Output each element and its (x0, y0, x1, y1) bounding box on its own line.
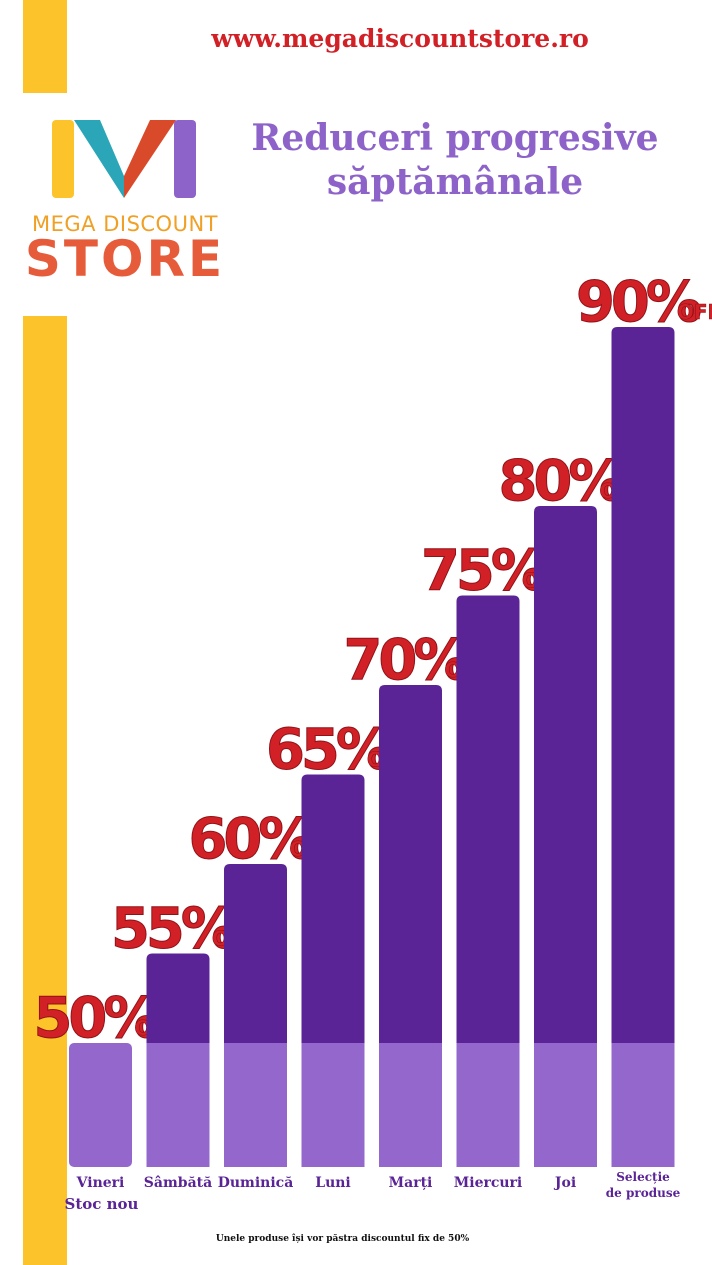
bar-base (301, 1043, 365, 1167)
value-label: 65% (266, 718, 391, 783)
category-label-text: Vineri (76, 1175, 125, 1191)
bar (379, 685, 442, 1043)
value-label: 75% (421, 539, 546, 604)
bar (611, 327, 675, 1043)
category-label-text: Luni (315, 1175, 351, 1191)
logo-m-icon (52, 120, 196, 198)
value-label: 80% (498, 449, 623, 514)
category-label: Selecție de produse (606, 1170, 681, 1200)
bar-group-7: 90%OFF Selecție de produse (575, 270, 712, 1201)
category-label-line: Selecție (616, 1170, 670, 1184)
yellow-accent-bar (23, 316, 67, 1265)
category-sublabel: Stoc nou (65, 1195, 139, 1213)
bar (301, 774, 365, 1043)
yellow-accent-bar-top (23, 0, 67, 93)
title-line-2: săptămânale (326, 161, 584, 203)
bar-base (224, 1043, 287, 1167)
category-label-text: Sâmbătă (144, 1175, 212, 1191)
category-label-text: Marți (389, 1175, 433, 1191)
category-label: Luni (315, 1175, 351, 1191)
site-url[interactable]: www.megadiscountstore.ro (211, 24, 589, 53)
bar (534, 506, 597, 1043)
logo-text-bottom: STORE (24, 230, 226, 288)
store-logo: MEGA DISCOUNT STORE (10, 116, 240, 288)
value-label: 60% (188, 807, 313, 872)
category-label-text: Joi (553, 1175, 576, 1191)
title-line-1: Reduceri progresive (251, 117, 659, 159)
logo-text-top: MEGA DISCOUNT (32, 212, 218, 236)
bar-base (456, 1043, 520, 1167)
bar-group-1: 55%OFFSâmbătă (110, 896, 256, 1191)
category-label: Marți (389, 1175, 433, 1191)
bar (456, 595, 520, 1043)
category-label-line: de produse (606, 1186, 681, 1200)
bar-base (146, 1043, 210, 1167)
value-label: 50% (33, 986, 158, 1051)
bar-base (534, 1043, 597, 1167)
value-suffix: OFF (677, 300, 712, 324)
bar-base (69, 1043, 132, 1167)
bar-base (611, 1043, 675, 1167)
category-label: Miercuri (454, 1175, 523, 1191)
footnote: Unele produse își vor păstra discountul … (215, 1234, 470, 1244)
page-title: Reduceri progresive săptămânale (245, 116, 665, 204)
bar-base (379, 1043, 442, 1167)
bar (146, 953, 210, 1043)
bar (224, 864, 287, 1043)
value-label: 55% (111, 897, 236, 962)
category-label: Vineri Stoc nou (65, 1175, 139, 1213)
value-label: 90% (576, 270, 701, 335)
bar-group-5: 75%OFFMiercuri (420, 538, 566, 1191)
bar-group-4: 70%OFFMarți (343, 628, 489, 1192)
value-label: 70% (343, 628, 468, 693)
category-label: Duminică (218, 1175, 294, 1191)
category-label-text: Duminică (218, 1175, 294, 1191)
category-label-text: Miercuri (454, 1175, 523, 1191)
category-label: Joi (553, 1175, 576, 1191)
category-label: Sâmbătă (144, 1175, 212, 1191)
